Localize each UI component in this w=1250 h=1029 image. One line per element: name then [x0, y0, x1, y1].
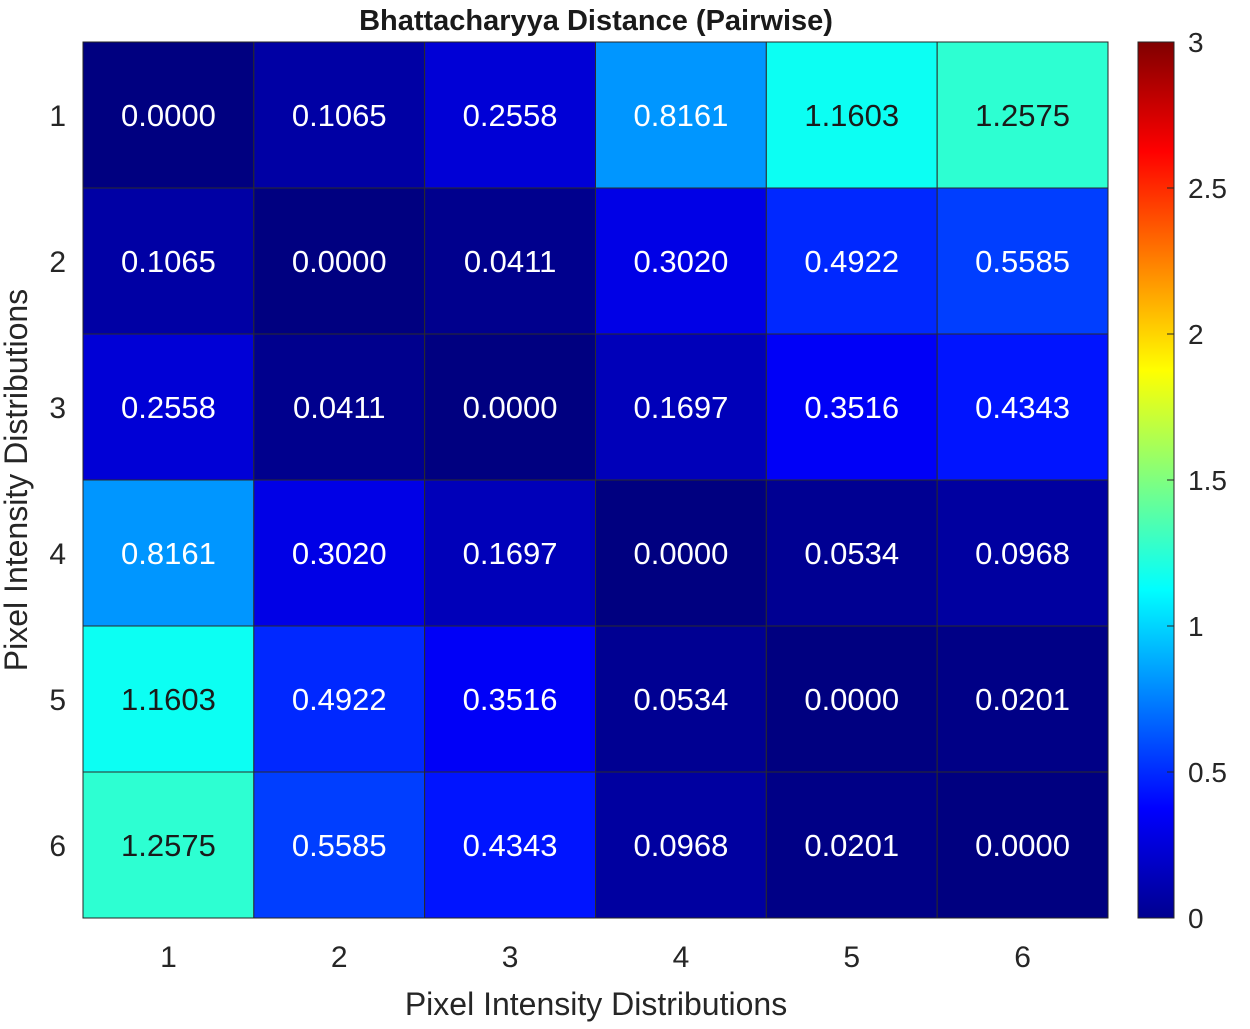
colorbar-tick-label: 2 [1188, 319, 1204, 350]
cell-value-label: 0.0201 [975, 682, 1070, 717]
heatmap-cell [765, 333, 938, 481]
heatmap-cell [595, 41, 767, 189]
x-tick-label: 2 [331, 941, 348, 974]
heatmap-cell [765, 41, 938, 189]
heatmap-cell [253, 41, 426, 189]
cell-value-label: 0.3020 [292, 536, 387, 571]
cell-value-label: 0.1697 [634, 390, 729, 425]
heatmap-cells [82, 41, 1109, 919]
x-tick-label: 6 [1014, 941, 1031, 974]
y-tick-label: 3 [49, 392, 66, 425]
heatmap-cell [595, 479, 767, 627]
x-axis-label: Pixel Intensity Distributions [405, 986, 787, 1022]
y-tick-label: 5 [49, 684, 66, 717]
cell-value-label: 0.0534 [804, 536, 899, 571]
cell-value-label: 0.2558 [463, 98, 558, 133]
heatmap-cell [253, 187, 426, 335]
heatmap-cell [595, 771, 767, 919]
heatmap-cell [936, 771, 1109, 919]
y-tick-label: 6 [49, 830, 66, 863]
heatmap-cell [82, 187, 255, 335]
heatmap-cell [595, 187, 767, 335]
cell-value-label: 0.5585 [292, 828, 387, 863]
x-axis-ticks: 1 2 3 4 5 6 [160, 941, 1031, 974]
cell-value-label: 0.4343 [975, 390, 1070, 425]
cell-value-label: 0.0000 [634, 536, 729, 571]
cell-value-label: 0.0411 [293, 390, 386, 425]
cell-value-label: 0.1697 [463, 536, 558, 571]
x-tick-label: 1 [160, 941, 177, 974]
cell-value-label: 0.0000 [121, 98, 216, 133]
cell-value-label: 0.1065 [292, 98, 387, 133]
heatmap-cell [765, 479, 938, 627]
cell-value-label: 1.2575 [121, 828, 216, 863]
x-tick-label: 3 [502, 941, 519, 974]
heatmap-cell [82, 41, 255, 189]
cell-value-label: 0.3516 [804, 390, 899, 425]
chart-title: Bhattacharyya Distance (Pairwise) [359, 5, 833, 37]
cell-value-label: 0.8161 [121, 536, 216, 571]
cell-value-label: 0.2558 [121, 390, 216, 425]
y-tick-label: 4 [49, 538, 66, 571]
cell-value-label: 0.0000 [975, 828, 1070, 863]
heatmap-cell [595, 333, 767, 481]
colorbar-tick-label: 3 [1188, 27, 1204, 58]
heatmap-cell [936, 187, 1109, 335]
x-tick-label: 5 [843, 941, 860, 974]
heatmap-cell [82, 333, 255, 481]
heatmap-cell [82, 771, 255, 919]
cell-value-label: 0.4922 [804, 244, 899, 279]
colorbar-tick-label: 1.5 [1188, 465, 1227, 496]
cell-value-label: 0.3020 [634, 244, 729, 279]
cell-value-label: 0.4343 [463, 828, 558, 863]
colorbar-tick-label: 0.5 [1188, 757, 1227, 788]
heatmap-cell [253, 333, 426, 481]
heatmap-cell [424, 625, 596, 773]
cell-value-label: 0.4922 [292, 682, 387, 717]
heatmap-cell [253, 479, 426, 627]
heatmap-cell [936, 333, 1109, 481]
cell-value-label: 1.2575 [975, 98, 1070, 133]
cell-value-label: 0.0968 [634, 828, 729, 863]
colorbar-ticks: 0 0.5 1 1.5 2 2.5 3 [1167, 27, 1227, 934]
cell-value-label: 0.0000 [292, 244, 387, 279]
y-axis-ticks: 1 2 3 4 5 6 [49, 100, 66, 863]
y-tick-label: 1 [49, 100, 66, 133]
cell-value-label: 0.0000 [463, 390, 558, 425]
heatmap-cell [82, 625, 255, 773]
y-tick-label: 2 [49, 246, 66, 279]
heatmap-cell [253, 625, 426, 773]
x-tick-label: 4 [673, 941, 690, 974]
cell-value-label: 0.0201 [804, 828, 899, 863]
heatmap-cell [765, 771, 938, 919]
cell-value-label: 0.0411 [464, 244, 557, 279]
y-axis-label: Pixel Intensity Distributions [0, 289, 34, 671]
heatmap-cell [595, 625, 767, 773]
heatmap-cell [765, 625, 938, 773]
cell-value-label: 1.1603 [121, 682, 216, 717]
plot-frame [82, 41, 1109, 919]
colorbar-tick-label: 0 [1188, 903, 1204, 934]
cell-value-label: 0.8161 [634, 98, 729, 133]
cell-value-label: 0.0534 [634, 682, 729, 717]
cell-value-label: 0.0968 [975, 536, 1070, 571]
heatmap-cell [424, 333, 596, 481]
heatmap-cell [424, 479, 596, 627]
cell-value-label: 0.0000 [804, 682, 899, 717]
colorbar-tick-label: 1 [1188, 611, 1204, 642]
colorbar-tick-label: 2.5 [1188, 173, 1227, 204]
cell-value-label: 0.1065 [121, 244, 216, 279]
cell-value-label: 0.5585 [975, 244, 1070, 279]
heatmap-cell-labels: 0.0000 0.1065 0.2558 0.8161 1.1603 1.2575 0.10… [121, 98, 1070, 863]
heatmap-cell [82, 479, 255, 627]
cell-value-label: 1.1603 [804, 98, 899, 133]
cell-value-label: 0.3516 [463, 682, 558, 717]
heatmap-cell [936, 41, 1109, 189]
